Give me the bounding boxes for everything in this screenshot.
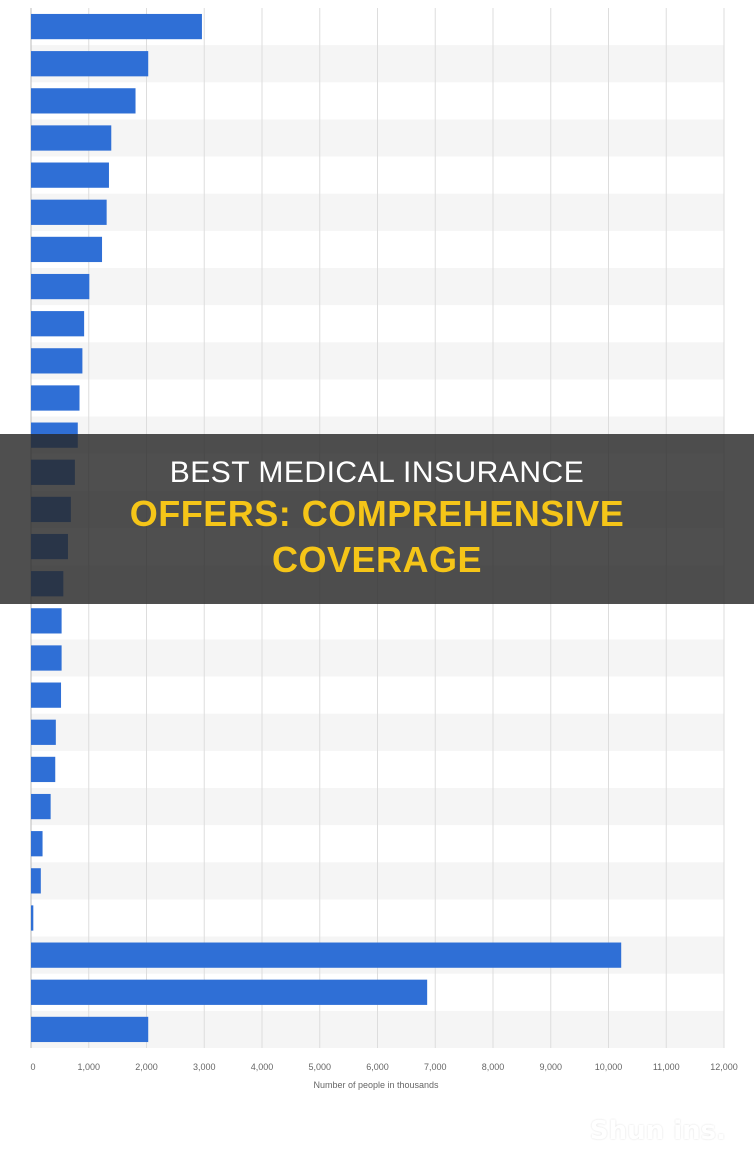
x-tick-label: 1,000: [77, 1062, 100, 1072]
bar: [31, 831, 43, 857]
title-banner: BEST MEDICAL INSURANCE OFFERS: COMPREHEN…: [0, 434, 754, 604]
bar: [31, 311, 85, 337]
bar: [31, 385, 80, 411]
x-tick-label: 0: [30, 1062, 35, 1072]
x-axis-ticks: 0 1,000 2,000 3,000 4,000 5,000 6,000 7,000 8,00…: [30, 1062, 737, 1072]
bar: [31, 719, 56, 745]
x-tick-label: 3,000: [193, 1062, 216, 1072]
x-tick-label: 9,000: [539, 1062, 562, 1072]
bar: [31, 236, 103, 263]
bar: [31, 199, 107, 225]
banner-title-line3: COVERAGE: [271, 539, 483, 580]
bar: [31, 348, 83, 374]
x-axis-title: Number of people in thousands: [313, 1080, 439, 1090]
x-tick-label: 12,000: [710, 1062, 738, 1072]
x-tick-label: 2,000: [135, 1062, 158, 1072]
bar: [31, 273, 90, 300]
x-tick-label: 7,000: [424, 1062, 447, 1072]
x-tick-label: 8,000: [482, 1062, 505, 1072]
bar: [31, 905, 34, 931]
bar: [31, 125, 112, 151]
bar: [31, 942, 622, 968]
bar: [31, 645, 62, 671]
bar: [31, 162, 109, 188]
bar: [31, 868, 41, 894]
bar: [31, 682, 62, 708]
watermark-logo: Shun ins.: [589, 1116, 726, 1146]
x-tick-label: 5,000: [308, 1062, 331, 1072]
banner-title-line2: OFFERS: COMPREHENSIVE: [129, 493, 625, 534]
banner-title-line1: BEST MEDICAL INSURANCE: [169, 456, 585, 489]
bar: [31, 13, 202, 40]
x-tick-label: 6,000: [366, 1062, 389, 1072]
bars: [31, 13, 622, 1043]
bar: [31, 608, 62, 634]
bar: [31, 793, 51, 820]
x-tick-label: 10,000: [595, 1062, 623, 1072]
x-tick-label: 4,000: [251, 1062, 274, 1072]
bar: [31, 1016, 149, 1043]
bar: [31, 979, 428, 1005]
x-tick-label: 11,000: [653, 1062, 680, 1072]
bar: [31, 756, 56, 783]
bar: [31, 88, 136, 114]
bar: [31, 51, 149, 77]
